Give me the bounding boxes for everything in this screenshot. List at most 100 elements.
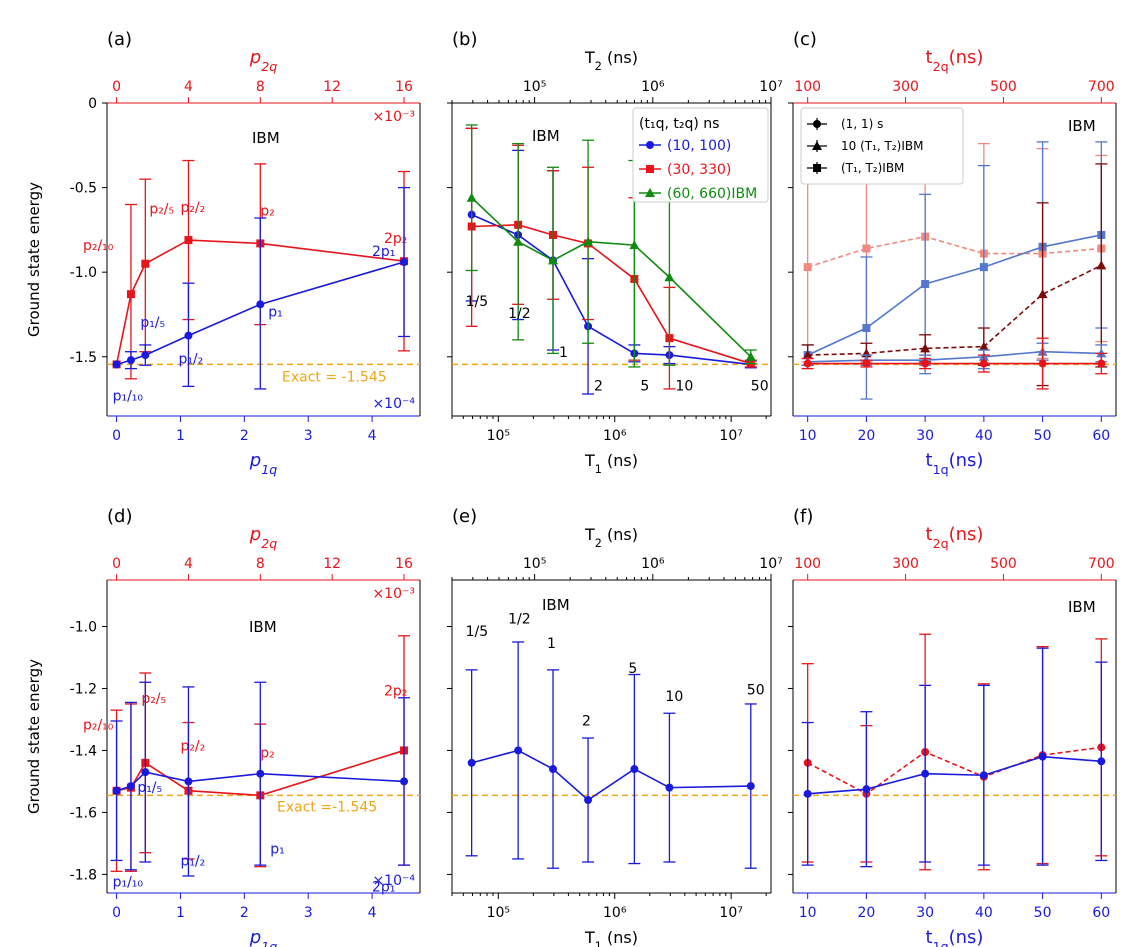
multiplier-label: 1/2 [508, 306, 531, 322]
x-tick-label: 50 [1034, 428, 1052, 444]
multiplier-label: 10 [675, 379, 693, 395]
data-point [803, 359, 812, 368]
series-line [471, 749, 751, 802]
data-point [1097, 757, 1106, 766]
data-point [1096, 260, 1107, 270]
y-axis-label: Ground state energy [25, 659, 43, 814]
series-line [807, 755, 1102, 795]
data-point [921, 359, 930, 368]
x-top-tick-label: 10⁷ [759, 79, 782, 95]
y-tick-label: -1.5 [70, 350, 97, 366]
x-tick-label: 10⁷ [719, 428, 742, 444]
data-point [921, 769, 930, 778]
data-point [548, 255, 559, 265]
series-0 [465, 641, 757, 869]
multiplier-label: 1 [547, 636, 556, 652]
x-top-tick-label: 12 [323, 79, 341, 95]
x-tick-label: 20 [857, 428, 875, 444]
exact-label: Exact = -1.545 [282, 369, 387, 385]
x-top-axis-label: t2q(ns) [926, 524, 984, 551]
legend-label: (1, 1) s [841, 117, 883, 131]
panel-label: (e) [452, 506, 477, 527]
data-point [126, 782, 135, 791]
point-label: p₁/₁₀ [113, 875, 144, 891]
scale-bottom-label: ×10⁻⁴ [372, 396, 415, 412]
panel-b: (b) 10⁵ 10⁶ 10⁷ 10⁵ 10⁶ 10⁷ T1 (ns) T2 (ns) IBM 1/… [447, 29, 783, 476]
legend-title: (t₁q, t₂q) ns [639, 116, 719, 132]
data-point [921, 280, 930, 289]
x-top-tick-label: 4 [184, 79, 193, 95]
x-top-axis-label: T2 (ns) [584, 525, 638, 550]
multiplier-label: 1/5 [466, 624, 489, 640]
y-tick-label: -1.2 [70, 681, 97, 697]
series-3 [801, 342, 1108, 366]
x-top-tick-label: 10⁵ [523, 79, 546, 95]
multiplier-label: 1 [559, 345, 568, 361]
data-point [746, 782, 755, 791]
panel-label: (d) [107, 506, 132, 527]
data-point [803, 263, 812, 272]
series-line [807, 746, 1102, 795]
series-0 [801, 633, 1108, 871]
legend-label: (10, 100) [667, 138, 731, 154]
y-tick-label: -1.4 [70, 743, 97, 759]
data-point [584, 796, 593, 805]
point-label: 2p₁ [372, 244, 395, 260]
series-0: p₂/₁₀ p₂/₅ p₂/₂ p₂ 2p₂ [83, 635, 411, 872]
x-tick-label: 10 [799, 905, 817, 921]
x-top-tick-label: 16 [395, 79, 413, 95]
point-label: p₁/₂ [178, 352, 203, 368]
ibm-annotation: IBM [1068, 117, 1096, 135]
data-point [978, 341, 989, 351]
x-tick-label: 2 [240, 905, 249, 921]
data-point [583, 236, 594, 246]
series-line [807, 234, 1102, 356]
multiplier-label: 1/2 [508, 611, 531, 627]
ibm-annotation: IBM [1068, 598, 1096, 616]
x-tick-label: 50 [1034, 905, 1052, 921]
legend-box [632, 107, 769, 203]
data-point [184, 777, 193, 786]
data-point [862, 244, 871, 253]
data-point [979, 263, 988, 272]
legend-marker [813, 120, 821, 128]
y-tick-label: -1.0 [70, 619, 97, 635]
x-tick-label: 60 [1092, 428, 1110, 444]
data-point [1038, 752, 1047, 761]
x-tick-label: 60 [1092, 905, 1110, 921]
data-point [1038, 359, 1047, 368]
series-2 [465, 124, 757, 368]
series-line [807, 264, 1102, 356]
exact-label: Exact =-1.545 [277, 799, 377, 815]
y-tick-label: 0 [88, 96, 97, 112]
data-point [400, 258, 409, 267]
x-top-tick-label: 10⁵ [523, 556, 546, 572]
x-tick-label: 3 [304, 905, 313, 921]
x-tick-label: 0 [112, 428, 121, 444]
data-point [400, 777, 409, 786]
x-top-tick-label: 500 [990, 556, 1017, 572]
multiplier-label: 5 [640, 379, 649, 395]
x-top-axis-label: T2 (ns) [584, 48, 638, 73]
scale-top-label: ×10⁻³ [372, 109, 415, 125]
data-point [514, 746, 523, 755]
data-point [184, 331, 193, 340]
data-point [630, 765, 639, 774]
x-top-tick-label: 12 [323, 556, 341, 572]
point-label: p₁/₅ [140, 315, 165, 331]
x-tick-label: 30 [916, 905, 934, 921]
multiplier-label: 10 [665, 689, 683, 705]
series-1: p₁/₁₀ p₁/₅ p₁/₂ p₁ 2p₁ [112, 186, 411, 404]
point-label: 2p₂ [384, 683, 407, 699]
x-top-axis-label: t2q(ns) [926, 47, 984, 74]
point-label: p₂/₁₀ [83, 238, 114, 254]
x-tick-label: 30 [916, 428, 934, 444]
legend-marker [645, 188, 655, 197]
x-top-tick-label: 700 [1088, 79, 1115, 95]
data-point [862, 785, 871, 794]
data-point [665, 783, 674, 792]
data-point [126, 290, 135, 299]
x-top-tick-label: 100 [794, 556, 821, 572]
data-point [862, 359, 871, 368]
